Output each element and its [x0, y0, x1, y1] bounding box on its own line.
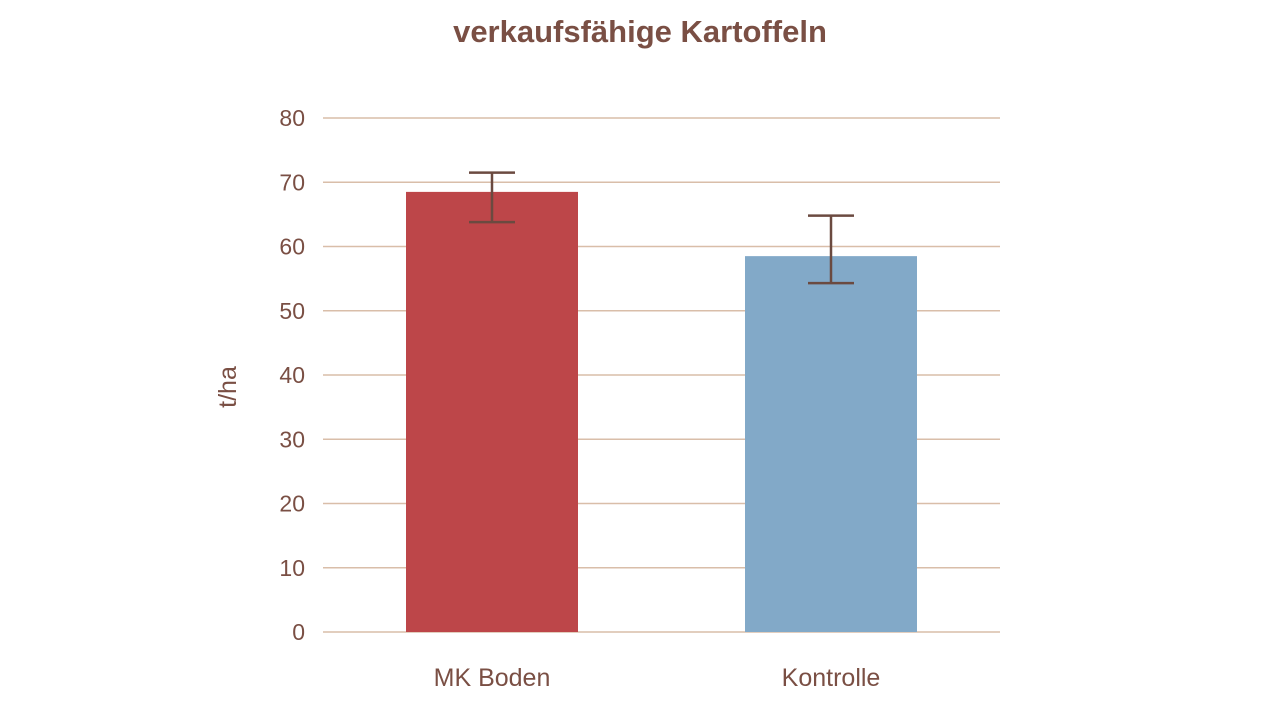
y-tick-label: 60: [279, 234, 305, 260]
y-tick-label: 80: [279, 105, 305, 131]
error-bars: [469, 171, 854, 285]
chart-title: verkaufsfähige Kartoffeln: [453, 14, 827, 49]
bars: [406, 191, 917, 632]
y-tick-label: 70: [279, 169, 305, 195]
y-tick-label: 0: [292, 619, 305, 645]
y-tick-label: 40: [279, 362, 305, 388]
y-tick-label: 50: [279, 298, 305, 324]
y-tick-label: 20: [279, 491, 305, 517]
x-category-label: MK Boden: [434, 664, 551, 692]
error-bar: [469, 171, 515, 224]
x-axis-categories: MK Boden Kontrolle: [434, 664, 881, 692]
error-bar: [808, 214, 854, 285]
x-category-label: Kontrolle: [782, 664, 881, 692]
y-tick-label: 10: [279, 555, 305, 581]
y-axis-ticks: 0 10 20 30 40 50 60 70 80: [279, 105, 305, 645]
y-axis-title: t/ha: [214, 366, 242, 408]
bar: [745, 256, 917, 632]
bar: [406, 191, 578, 632]
y-tick-label: 30: [279, 426, 305, 452]
